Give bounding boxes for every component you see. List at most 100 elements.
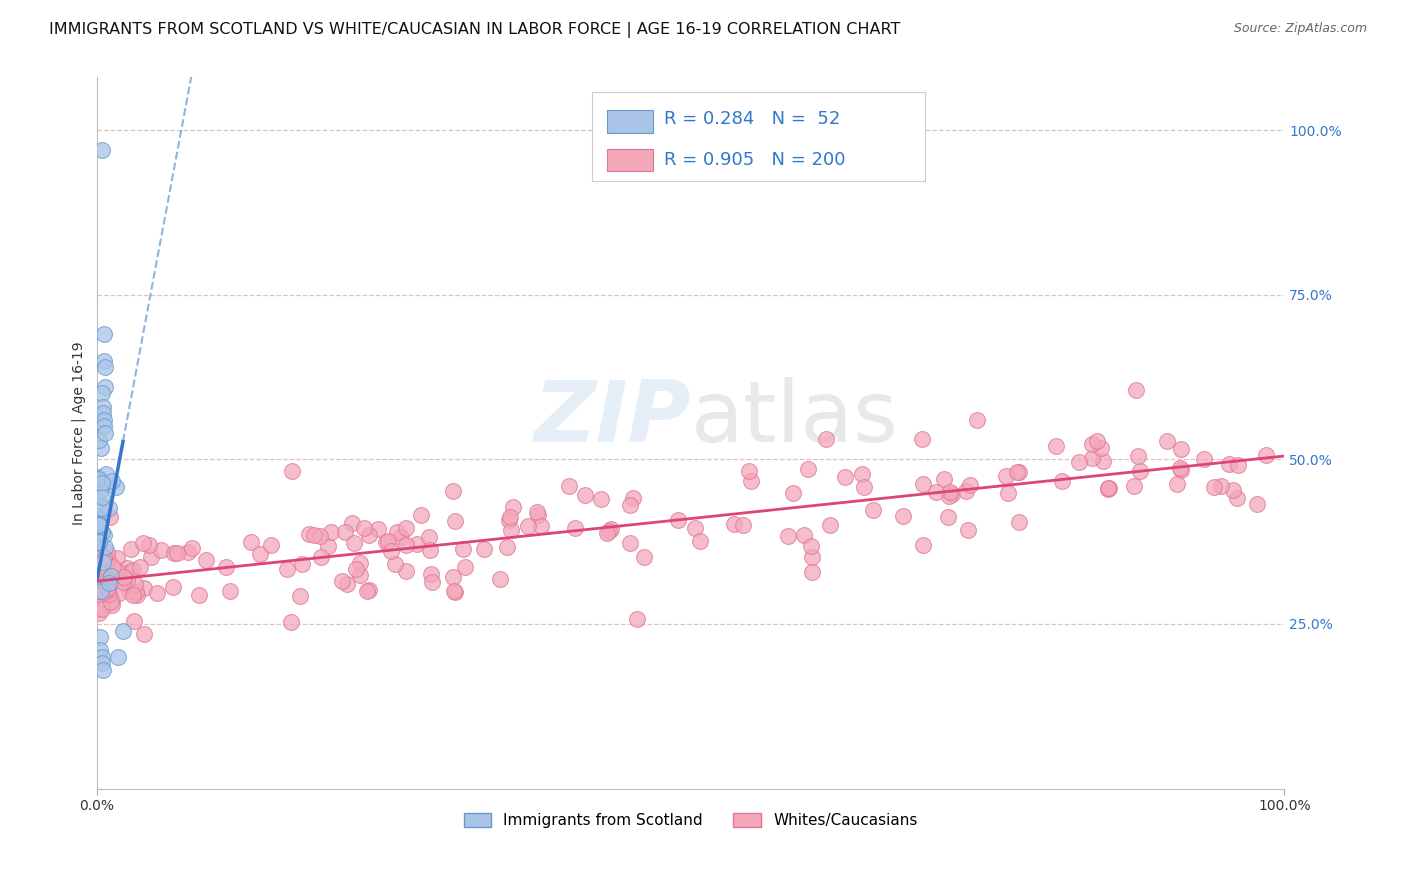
Point (1097, 481, 1119, 495)
Point (97, 553, 120, 567)
Point (122, 563, 145, 577)
Point (558, 479, 581, 493)
Point (451, 541, 474, 556)
Point (180, 541, 202, 556)
Point (1123, 478, 1146, 492)
Point (911, 432, 934, 446)
Point (815, 432, 838, 446)
Point (87, 470, 110, 484)
Point (800, 549, 823, 564)
Point (1008, 516, 1031, 530)
Point (90, 491, 112, 505)
Point (89, 643, 111, 657)
Point (834, 470, 856, 484)
Point (621, 491, 644, 506)
Point (1168, 461, 1191, 475)
Point (93, 585, 115, 599)
Point (93, 550, 115, 565)
Point (530, 518, 553, 533)
Point (91, 400, 114, 414)
Point (90, 602, 112, 616)
Point (90, 587, 112, 601)
Point (105, 480, 128, 494)
Point (891, 508, 914, 523)
Point (94, 541, 117, 555)
Point (441, 484, 464, 499)
Point (93, 353, 115, 368)
Point (564, 521, 586, 535)
Point (288, 590, 311, 604)
Point (330, 574, 353, 588)
Text: ZIP: ZIP (533, 377, 690, 460)
Point (389, 530, 412, 544)
Point (444, 514, 467, 528)
Point (349, 567, 371, 582)
Point (1008, 466, 1031, 480)
Point (249, 547, 271, 561)
Point (132, 536, 155, 550)
Text: Source: ZipAtlas.com: Source: ZipAtlas.com (1233, 22, 1367, 36)
Point (91, 501, 114, 516)
Point (89, 630, 111, 644)
Point (100, 569, 122, 583)
Point (1067, 455, 1090, 469)
Point (93, 556, 115, 570)
Point (96, 545, 118, 559)
Point (120, 541, 142, 556)
Point (941, 487, 963, 501)
Point (90, 512, 112, 526)
Point (1194, 452, 1216, 467)
Point (517, 519, 540, 533)
Point (1129, 464, 1152, 478)
Point (938, 485, 960, 500)
Point (97, 587, 120, 601)
Point (149, 542, 172, 557)
Point (966, 413, 988, 427)
Point (818, 517, 841, 532)
Point (344, 561, 367, 575)
Point (90, 441, 112, 455)
Point (498, 513, 520, 527)
Point (98, 509, 121, 524)
Point (103, 560, 125, 574)
Point (122, 614, 145, 628)
Point (122, 588, 145, 602)
Point (240, 534, 263, 549)
Point (218, 584, 240, 599)
Point (357, 528, 380, 542)
Point (281, 464, 304, 478)
Point (800, 539, 823, 553)
Point (419, 566, 441, 581)
Point (97, 583, 120, 598)
Point (619, 498, 641, 512)
Point (188, 588, 211, 602)
Point (357, 582, 380, 597)
Point (260, 538, 283, 552)
Point (91, 549, 114, 563)
Point (127, 588, 149, 602)
Point (626, 612, 648, 626)
Point (90, 649, 112, 664)
Text: R = 0.284   N =  52: R = 0.284 N = 52 (665, 111, 841, 128)
Point (105, 551, 128, 566)
Point (1097, 482, 1119, 496)
Point (377, 534, 399, 549)
Point (90, 143, 112, 157)
Point (87, 493, 110, 508)
Point (101, 568, 124, 582)
Point (321, 524, 343, 539)
Point (932, 472, 955, 486)
Point (93, 419, 115, 434)
Bar (607, 149, 652, 171)
Point (1170, 442, 1192, 456)
Point (796, 461, 818, 475)
Point (89, 518, 111, 533)
Point (1256, 448, 1278, 462)
Point (118, 583, 141, 598)
Point (318, 539, 340, 553)
Point (90, 386, 112, 401)
Point (689, 534, 711, 549)
Point (782, 485, 804, 500)
Point (1226, 458, 1249, 472)
Point (93, 528, 115, 542)
